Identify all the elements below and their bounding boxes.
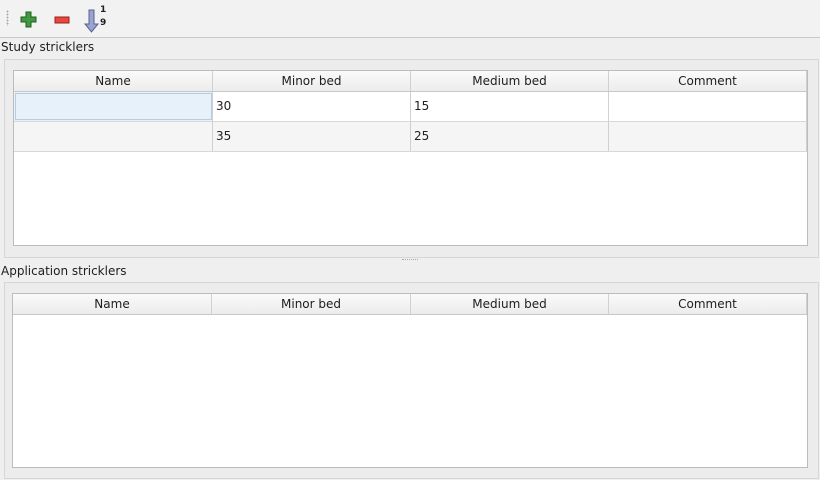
plus-icon: [20, 11, 37, 28]
toolbar: 1 9: [0, 0, 820, 38]
cell-name[interactable]: [14, 92, 213, 121]
cell-comment[interactable]: [609, 122, 807, 151]
column-header-comment[interactable]: Comment: [609, 71, 807, 91]
column-header-medium-bed[interactable]: Medium bed: [411, 71, 609, 91]
sort-bottom-digit: 9: [100, 18, 107, 28]
cell-name[interactable]: [14, 122, 213, 151]
column-header-minor-bed[interactable]: Minor bed: [212, 294, 411, 314]
column-header-name[interactable]: Name: [13, 294, 212, 314]
column-header-medium-bed[interactable]: Medium bed: [411, 294, 609, 314]
remove-button[interactable]: [50, 7, 74, 31]
column-header-minor-bed[interactable]: Minor bed: [213, 71, 411, 91]
application-stricklers-label: Application stricklers: [1, 264, 127, 278]
sort-button[interactable]: 1 9: [83, 5, 109, 33]
column-header-name[interactable]: Name: [14, 71, 213, 91]
splitter-handle[interactable]: [402, 259, 418, 260]
table-header: Name Minor bed Medium bed Comment: [14, 71, 807, 92]
table-row[interactable]: 30 15: [14, 92, 807, 122]
application-stricklers-table[interactable]: Name Minor bed Medium bed Comment: [12, 293, 808, 468]
sort-top-digit: 1: [100, 5, 107, 15]
sort-ascending-icon: [83, 9, 100, 33]
column-header-comment[interactable]: Comment: [609, 294, 807, 314]
toolbar-grip[interactable]: [6, 10, 9, 26]
study-stricklers-table[interactable]: Name Minor bed Medium bed Comment 30 15 …: [13, 70, 808, 246]
study-stricklers-group: Name Minor bed Medium bed Comment 30 15 …: [4, 59, 819, 258]
cell-medium-bed[interactable]: 15: [411, 92, 609, 121]
cell-medium-bed[interactable]: 25: [411, 122, 609, 151]
study-stricklers-label: Study stricklers: [1, 40, 95, 54]
cell-minor-bed[interactable]: 35: [213, 122, 411, 151]
application-stricklers-group: Name Minor bed Medium bed Comment: [4, 282, 819, 479]
table-header: Name Minor bed Medium bed Comment: [13, 294, 807, 315]
minus-icon: [54, 16, 70, 24]
cell-minor-bed[interactable]: 30: [213, 92, 411, 121]
table-row[interactable]: 35 25: [14, 122, 807, 152]
add-button[interactable]: [17, 7, 41, 31]
cell-comment[interactable]: [609, 92, 807, 121]
